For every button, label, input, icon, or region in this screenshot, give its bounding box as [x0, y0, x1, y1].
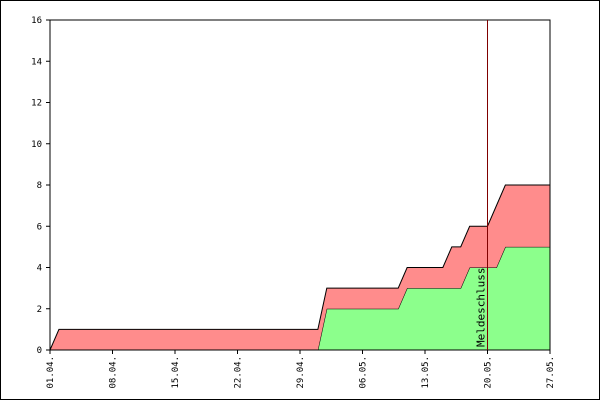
x-tick-label: 15.04. [171, 356, 181, 389]
x-tick-label: 13.05. [421, 356, 431, 389]
y-tick-label: 0 [37, 346, 42, 356]
marker-label: Meldeschluss [475, 268, 488, 347]
area [50, 185, 550, 350]
area [50, 246, 550, 350]
y-tick-label: 4 [37, 264, 42, 274]
x-tick-label: 06.05. [359, 356, 369, 389]
x-tick-label: 20.05. [484, 356, 494, 389]
x-tick-label: 29.04. [296, 356, 306, 389]
y-tick-label: 10 [31, 140, 42, 150]
y-tick-label: 6 [37, 222, 42, 232]
y-tick-label: 8 [37, 181, 42, 191]
y-tick-label: 2 [37, 305, 42, 315]
x-tick-label: 27.05. [546, 356, 556, 389]
y-tick-label: 14 [31, 57, 42, 67]
y-tick-label: 16 [31, 16, 42, 26]
x-tick-label: 01.04. [46, 356, 56, 389]
x-tick-label: 08.04. [109, 356, 119, 389]
area-line [49, 184, 550, 351]
x-tick-label: 22.04. [234, 356, 244, 389]
y-tick-label: 12 [31, 99, 42, 109]
